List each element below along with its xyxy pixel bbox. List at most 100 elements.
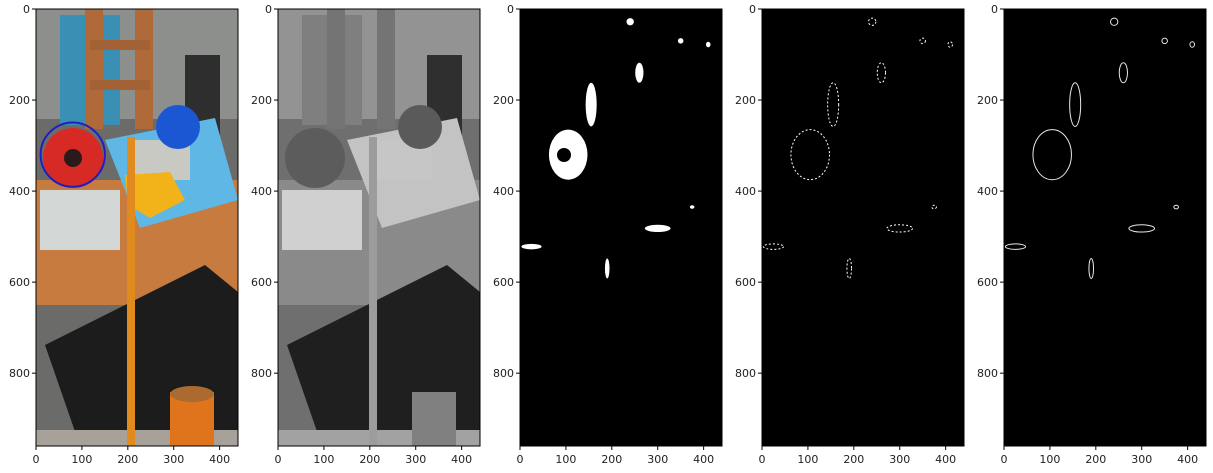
gray-pole xyxy=(369,137,377,446)
x-tick-label: 400 xyxy=(935,453,956,466)
gray-red-ball xyxy=(285,128,345,188)
edges-background xyxy=(762,9,964,446)
axes-frame-5 xyxy=(1003,8,1207,447)
x-tick-label: 100 xyxy=(797,453,818,466)
mask-blob xyxy=(689,205,695,209)
x-tick-label: 200 xyxy=(843,453,864,466)
y-tick-label: 0 xyxy=(749,3,756,16)
x-tick-label: 100 xyxy=(313,453,334,466)
mask-blob xyxy=(705,41,711,48)
clear-container xyxy=(40,190,120,250)
contour-line xyxy=(1189,41,1196,48)
edge-mark xyxy=(876,62,886,84)
orange-pole xyxy=(127,137,135,446)
contour-lines xyxy=(1004,17,1196,279)
wooden-ladder-right xyxy=(135,9,153,129)
y-tick-label: 800 xyxy=(977,367,998,380)
x-tick-label: 100 xyxy=(555,453,576,466)
mask-blob xyxy=(521,243,542,250)
axes-layer: 0 100 200 300 400 0 200 400 600 800 0 100 200 300 400 0… xyxy=(9,3,1207,466)
y-tick-label: 200 xyxy=(735,94,756,107)
x-tick-label: 0 xyxy=(1001,453,1008,466)
contour-line xyxy=(1128,224,1156,233)
x-tick-label: 0 xyxy=(33,453,40,466)
panel-edges xyxy=(762,9,964,446)
gray-ladder-left xyxy=(327,9,345,129)
gray-container xyxy=(282,190,362,250)
x-tick-label: 0 xyxy=(759,453,766,466)
blue-ball xyxy=(156,105,200,149)
axes-frame-3 xyxy=(519,8,723,447)
y-tick-label: 400 xyxy=(977,185,998,198)
y-tick-label: 600 xyxy=(977,276,998,289)
panel-contours xyxy=(1004,9,1206,446)
axes-frame-1 xyxy=(35,8,239,447)
contour-line xyxy=(1161,37,1168,45)
contour-line xyxy=(1110,17,1119,26)
x-tick-label: 0 xyxy=(517,453,524,466)
edge-mark xyxy=(919,37,926,45)
red-ball-patch xyxy=(64,149,82,167)
x-tick-label: 400 xyxy=(693,453,714,466)
y-tick-label: 800 xyxy=(9,367,30,380)
y-tick-label: 0 xyxy=(507,3,514,16)
y-tick-label: 200 xyxy=(977,94,998,107)
x-tick-label: 400 xyxy=(451,453,472,466)
ladder-rung-2 xyxy=(90,80,150,90)
x-tick-label: 200 xyxy=(601,453,622,466)
x-tick-label: 0 xyxy=(275,453,282,466)
contour-line xyxy=(1032,129,1072,181)
gray-blue-ball xyxy=(398,105,442,149)
y-tick-label: 800 xyxy=(735,367,756,380)
gray-ladder-right xyxy=(377,9,395,129)
y-tick-label: 200 xyxy=(251,94,272,107)
contour-line xyxy=(1069,82,1082,127)
x-tick-label: 200 xyxy=(117,453,138,466)
mask-blob xyxy=(585,82,597,127)
mask-blob xyxy=(626,18,634,26)
mask-blob xyxy=(604,258,610,279)
y-tick-label: 0 xyxy=(991,3,998,16)
y-tick-label: 0 xyxy=(23,3,30,16)
panel-binary-mask xyxy=(520,9,722,446)
axes-frame-2 xyxy=(277,8,481,447)
edge-mark xyxy=(931,204,937,210)
x-tick-label: 400 xyxy=(209,453,230,466)
y-tick-label: 200 xyxy=(493,94,514,107)
mask-blob xyxy=(677,38,684,44)
x-tick-label: 100 xyxy=(1039,453,1060,466)
wooden-ladder-left xyxy=(85,9,103,129)
edge-mark xyxy=(762,243,785,250)
can-lid xyxy=(170,386,214,402)
mask-background xyxy=(520,9,722,446)
y-tick-label: 600 xyxy=(251,276,272,289)
contour-line xyxy=(1004,243,1027,250)
yellow-cloth xyxy=(125,172,185,218)
x-tick-label: 200 xyxy=(1085,453,1106,466)
gray-can xyxy=(412,392,456,446)
edge-mark xyxy=(827,82,840,127)
panel-photo-grayscale xyxy=(278,9,480,446)
ladder-rung-1 xyxy=(90,40,150,50)
detection-circle xyxy=(39,121,106,188)
edge-mark xyxy=(846,257,853,279)
edge-mark xyxy=(790,129,830,181)
mask-blob xyxy=(644,224,671,233)
x-tick-label: 300 xyxy=(647,453,668,466)
y-tick-label: 400 xyxy=(493,185,514,198)
y-tick-label: 400 xyxy=(735,185,756,198)
y-tick-label: 600 xyxy=(735,276,756,289)
mask-hole xyxy=(557,148,571,162)
mask-blob xyxy=(635,62,644,83)
y-tick-label: 0 xyxy=(265,3,272,16)
x-tick-label: 300 xyxy=(1131,453,1152,466)
axes-frame-4 xyxy=(761,8,965,447)
edge-marks xyxy=(762,17,954,279)
y-tick-label: 400 xyxy=(9,185,30,198)
x-tick-label: 300 xyxy=(405,453,426,466)
x-tick-label: 100 xyxy=(71,453,92,466)
contour-line xyxy=(1173,204,1179,210)
x-tick-label: 300 xyxy=(889,453,910,466)
edge-mark xyxy=(868,17,877,26)
